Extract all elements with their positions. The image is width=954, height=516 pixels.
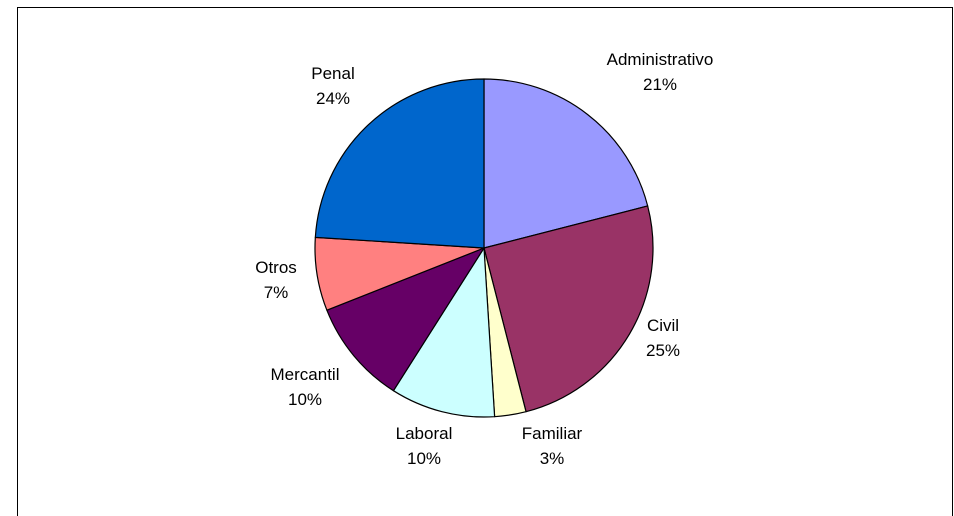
slice-label-laboral: Laboral	[396, 424, 453, 443]
slice-value-administrativo: 21%	[643, 75, 677, 94]
slice-label-otros: Otros	[255, 258, 297, 277]
slice-label-civil: Civil	[647, 316, 679, 335]
slice-value-laboral: 10%	[407, 449, 441, 468]
slice-value-mercantil: 10%	[288, 390, 322, 409]
slice-administrativo	[483, 78, 649, 249]
pie-labels: Administrativo 21% Civil 25% Familiar 3% Labor…	[255, 50, 713, 468]
slice-value-familiar: 3%	[540, 449, 565, 468]
pie-slices	[314, 78, 654, 418]
slice-label-familiar: Familiar	[522, 424, 583, 443]
slice-laboral	[392, 247, 496, 418]
slice-label-penal: Penal	[311, 64, 354, 83]
slice-value-otros: 7%	[264, 283, 289, 302]
slice-civil	[483, 205, 654, 413]
slice-value-penal: 24%	[316, 89, 350, 108]
slice-label-mercantil: Mercantil	[271, 365, 340, 384]
slice-mercantil	[326, 247, 485, 392]
slice-penal	[314, 78, 485, 249]
slice-label-administrativo: Administrativo	[607, 50, 714, 69]
slice-value-civil: 25%	[646, 341, 680, 360]
